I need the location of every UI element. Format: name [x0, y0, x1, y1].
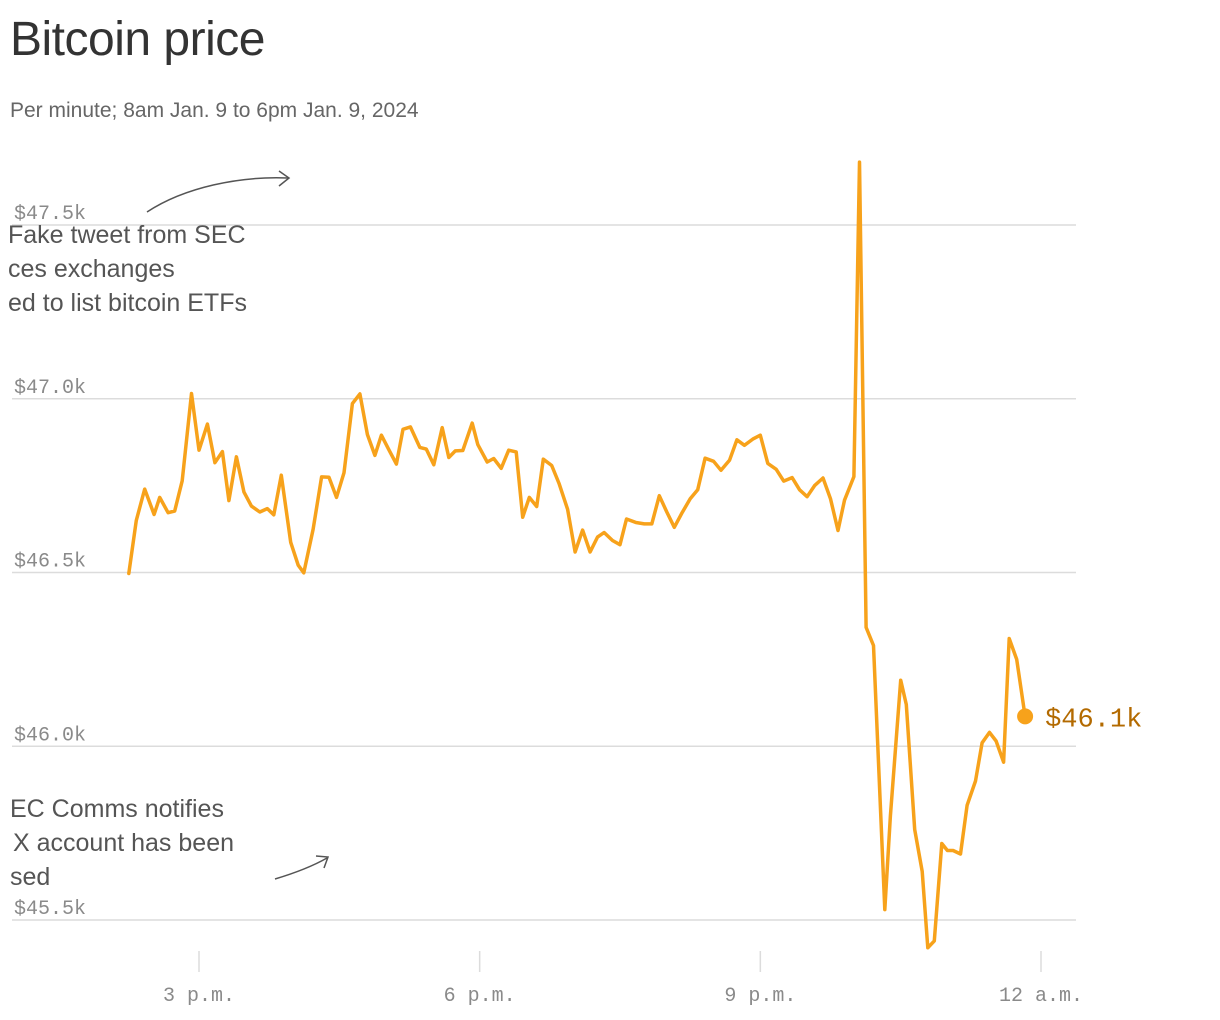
- end-point-marker: [1017, 708, 1034, 725]
- annotation-text-line: sed: [10, 863, 50, 891]
- annotation-arrow: [146, 177, 289, 213]
- y-tick-label: $46.0k: [14, 724, 86, 747]
- annotation-arrow-head: [315, 855, 330, 869]
- x-axis: 3 p.m. 6 p.m. 9 p.m. 12 a.m.: [163, 951, 1083, 1008]
- end-value-label: $46.1k: [1045, 705, 1142, 735]
- x-tick-label: 9 p.m.: [724, 985, 796, 1008]
- annotation-sec-comms: EC Comms notifies X account has been sed: [10, 795, 330, 891]
- y-tick-label: $47.0k: [14, 377, 86, 400]
- annotation-text-line: Fake tweet from SEC: [8, 221, 246, 249]
- chart-subtitle: Per minute; 8am Jan. 9 to 6pm Jan. 9, 20…: [10, 99, 419, 122]
- y-tick-label: $47.5k: [14, 203, 86, 226]
- y-tick-label: $46.5k: [14, 551, 86, 574]
- x-tick-label: 6 p.m.: [444, 985, 516, 1008]
- chart-title: Bitcoin price: [10, 13, 265, 66]
- x-tick-label: 3 p.m.: [163, 985, 235, 1008]
- annotation-arrow-head: [278, 170, 291, 187]
- annotation-text-line: EC Comms notifies: [10, 795, 224, 823]
- price-line: [127, 160, 1027, 950]
- y-tick-label: $45.5k: [14, 898, 86, 921]
- annotation-text-line: ces exchanges: [8, 255, 175, 283]
- y-axis: $45.5k $46.0k $46.5k $47.0k $47.5k: [14, 203, 86, 921]
- annotation-text-line: ed to list bitcoin ETFs: [8, 289, 247, 317]
- annotation-arrow: [274, 857, 328, 880]
- annotation-text-line: X account has been: [13, 829, 234, 857]
- annotation-fake-tweet: Fake tweet from SEC ces exchanges ed to …: [8, 170, 291, 317]
- x-tick-label: 12 a.m.: [999, 985, 1083, 1008]
